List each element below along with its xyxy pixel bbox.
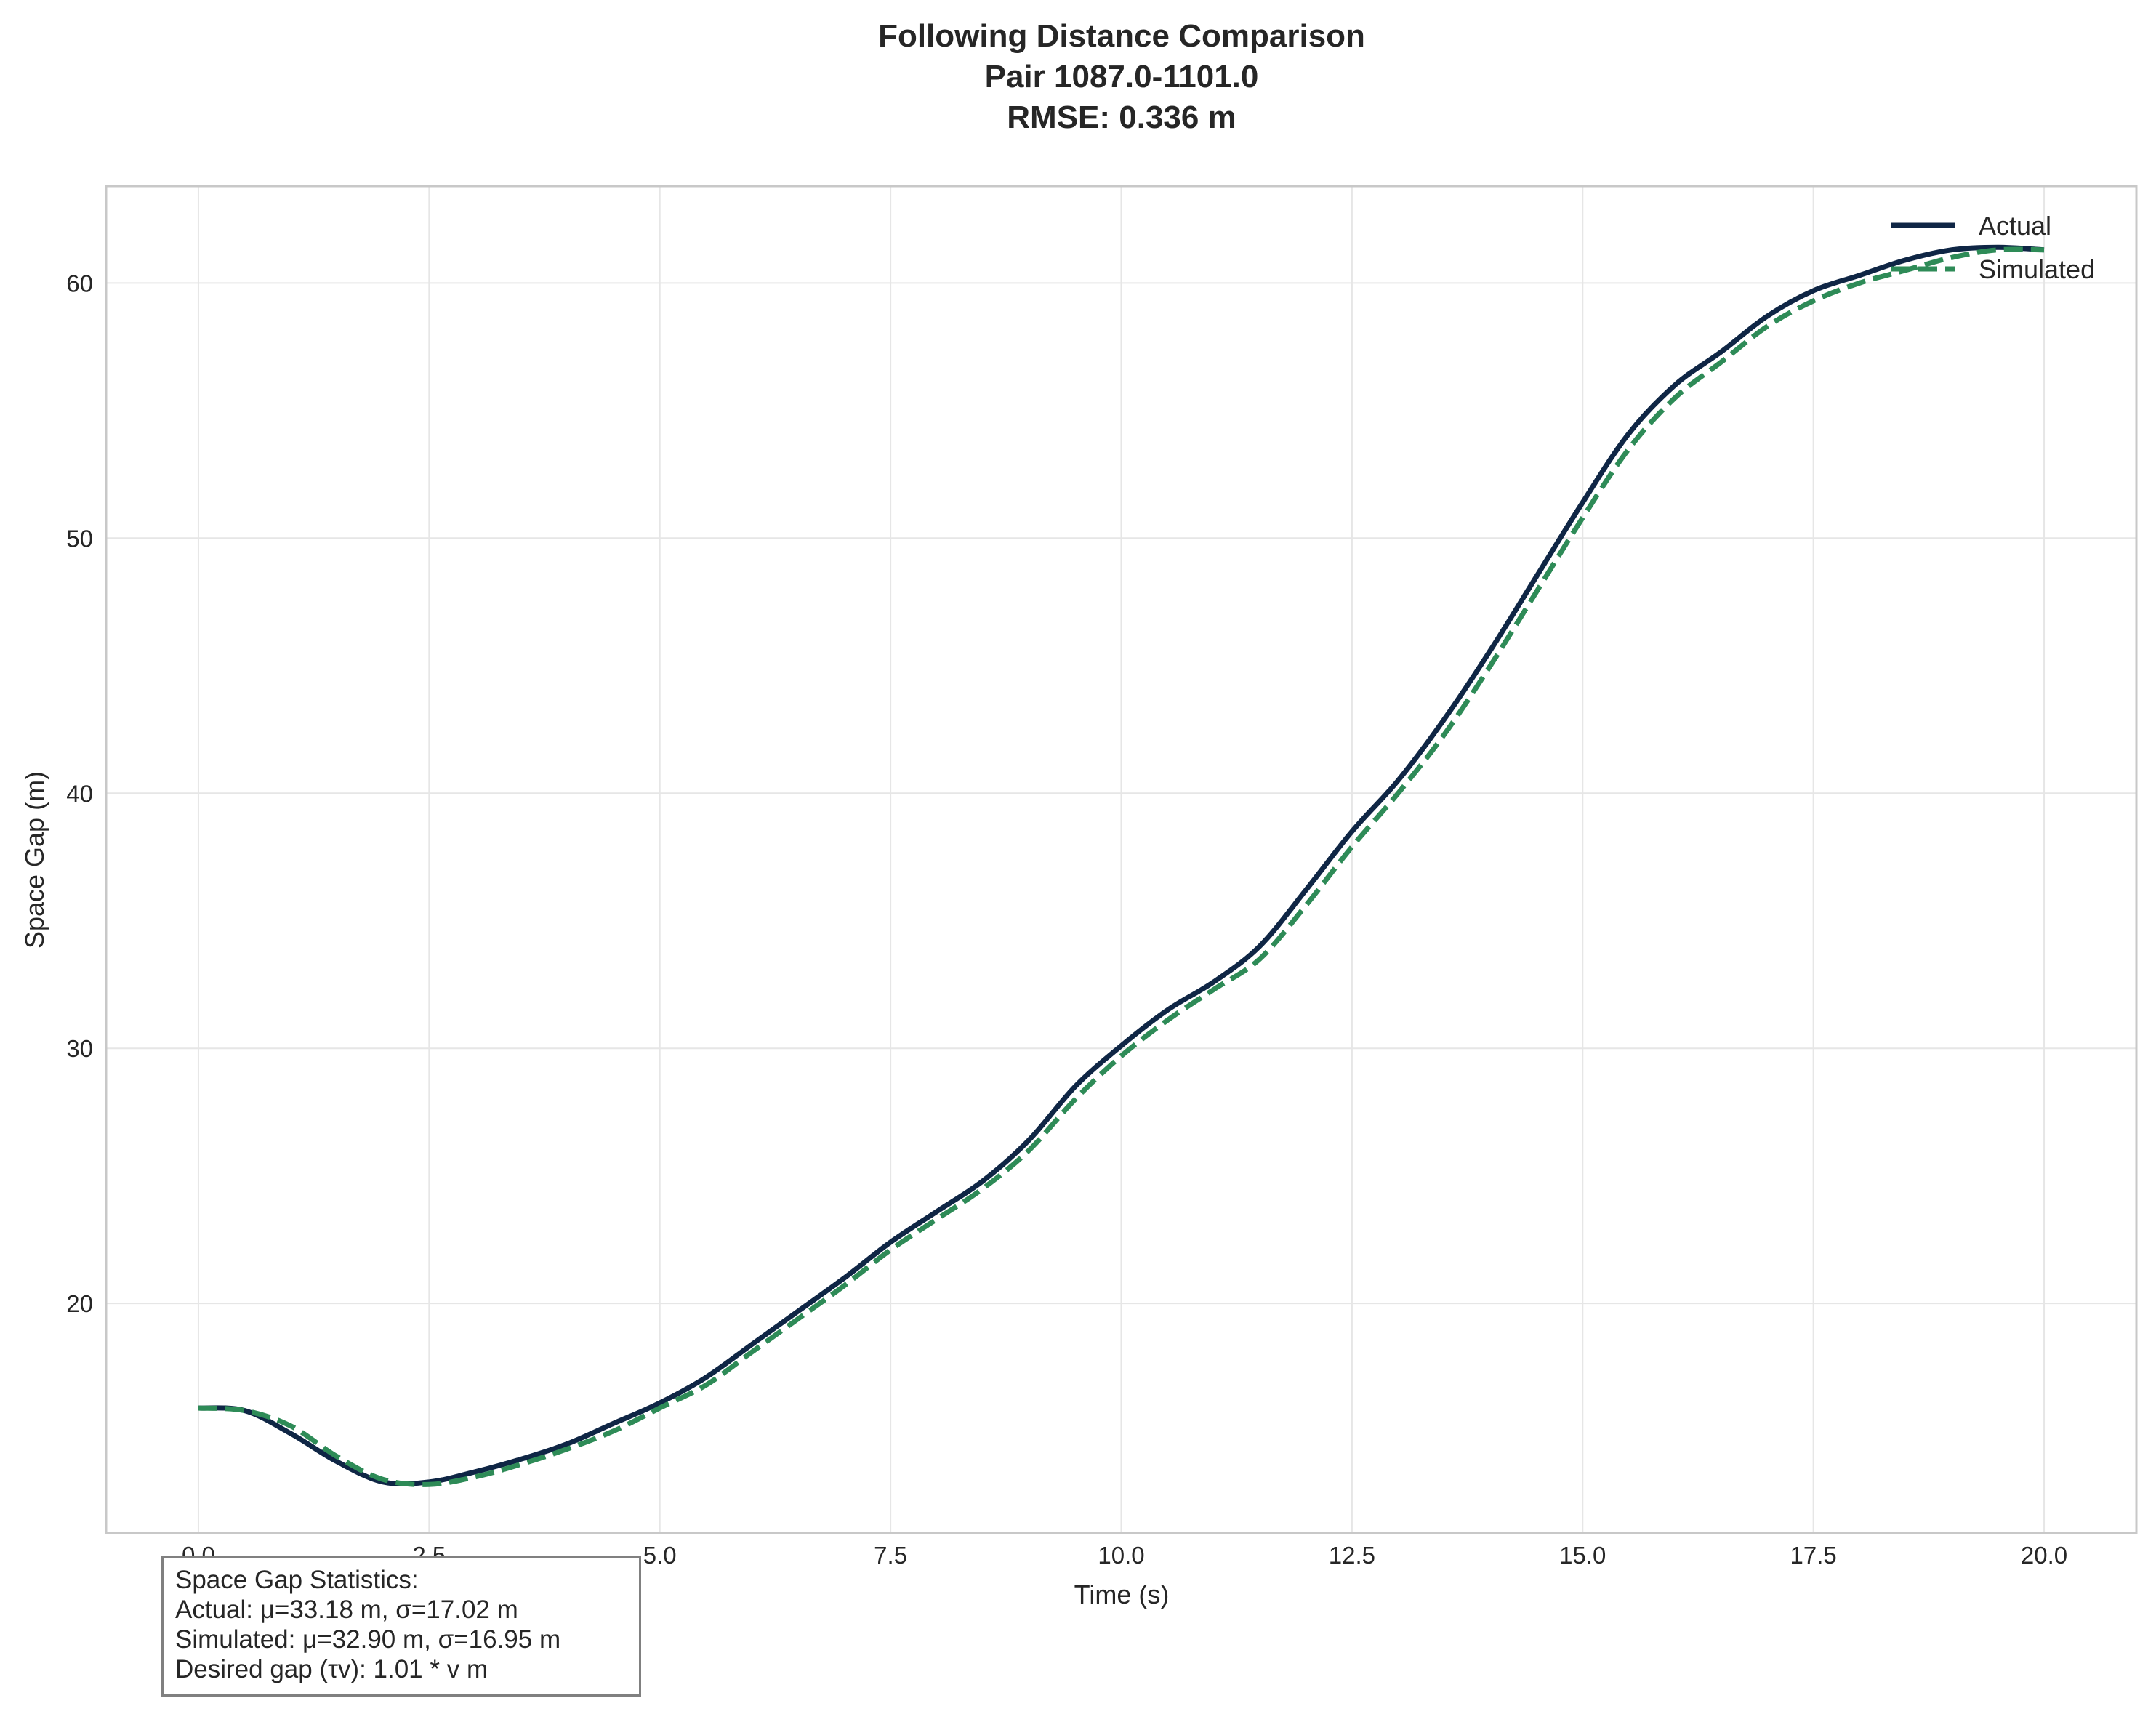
chart-title-line-2: Pair 1087.0-1101.0: [985, 59, 1259, 94]
legend-label-actual: Actual: [1979, 211, 2051, 241]
x-tick-label: 5.0: [643, 1542, 677, 1569]
x-tick-label: 10.0: [1098, 1542, 1144, 1569]
x-tick-label: 15.0: [1559, 1542, 1606, 1569]
x-tick-label: 7.5: [874, 1542, 907, 1569]
stats-actual: Actual: μ=33.18 m, σ=17.02 m: [175, 1596, 518, 1624]
y-tick-label: 30: [66, 1035, 93, 1062]
legend-label-simulated: Simulated: [1979, 254, 2095, 284]
x-axis-label: Time (s): [1074, 1580, 1170, 1609]
stats-simulated: Simulated: μ=32.90 m, σ=16.95 m: [175, 1625, 561, 1654]
x-tick-label: 20.0: [2021, 1542, 2067, 1569]
y-tick-label: 40: [66, 780, 93, 807]
series-lines: [198, 244, 2045, 1487]
plot-area-border: [105, 185, 2138, 1534]
statistics-annotation-box: Space Gap Statistics: Actual: μ=33.18 m,…: [161, 1556, 641, 1697]
stats-heading: Space Gap Statistics:: [175, 1566, 419, 1594]
stats-desired-gap: Desired gap (τv): 1.01 * v m: [175, 1655, 488, 1683]
series-line-actual: [198, 244, 2045, 1487]
y-tick-label: 50: [66, 525, 93, 552]
chart-title-line-1: Following Distance Comparison: [878, 18, 1365, 54]
y-tick-label: 20: [66, 1290, 93, 1317]
series-line-simulated: [198, 246, 2045, 1487]
legend: Actual Simulated: [1891, 211, 2095, 284]
x-tick-label: 12.5: [1329, 1542, 1375, 1569]
y-axis-label: Space Gap (m): [20, 771, 49, 949]
chart-title-line-3: RMSE: 0.336 m: [1007, 100, 1236, 135]
grid: [106, 186, 2136, 1533]
x-tick-label: 17.5: [1790, 1542, 1837, 1569]
y-tick-label: 60: [66, 270, 93, 297]
